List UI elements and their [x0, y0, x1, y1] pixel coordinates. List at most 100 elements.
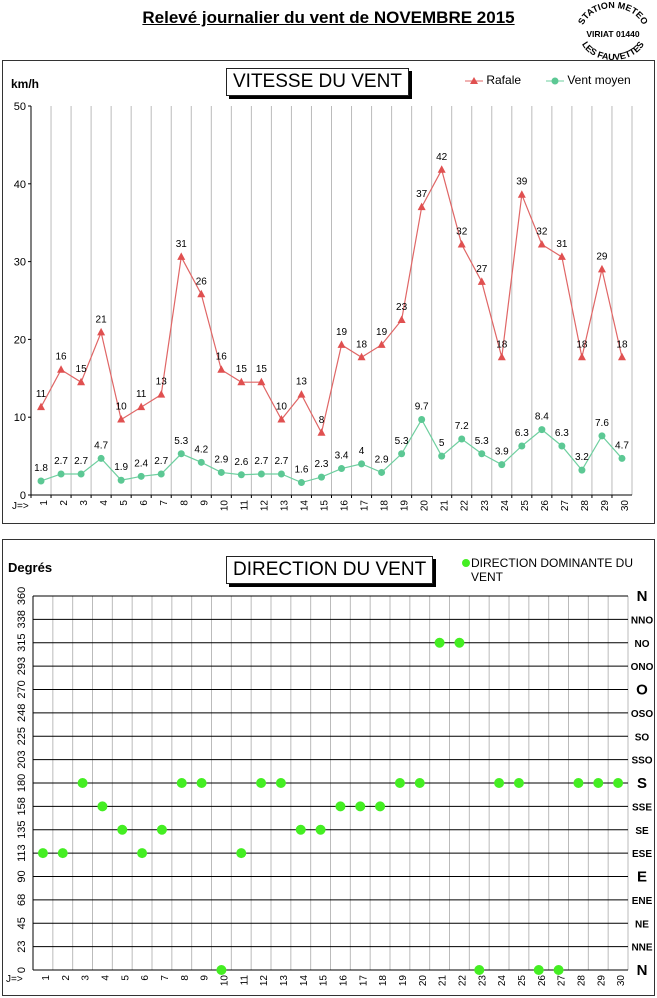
speed-xtick-label: 28 [580, 500, 591, 512]
rafale-data-label: 37 [416, 189, 428, 200]
rafale-point [237, 377, 246, 386]
direction-point [553, 965, 564, 975]
dir-compass-label: N [637, 962, 648, 979]
direction-point [434, 637, 445, 648]
rafale-point [57, 365, 66, 373]
dir-ytick-label: 248 [16, 704, 28, 722]
rafale-point [357, 352, 366, 361]
rafale-data-label: 32 [536, 226, 548, 237]
dir-ytick-label: 225 [16, 727, 28, 745]
rafale-point [377, 340, 386, 348]
speed-chart-title: VITESSE DU VENT [226, 68, 409, 96]
dir-xtick-label: 11 [239, 975, 250, 986]
dir-xtick-label: 14 [299, 975, 310, 987]
dir-ytick-label: 90 [16, 870, 28, 882]
vent-moyen-data-label: 2.4 [134, 458, 148, 469]
direction-point [117, 824, 128, 835]
rafale-point [457, 239, 466, 248]
legend-moyen: Vent moyen [546, 73, 631, 87]
speed-xtick-label: 20 [420, 500, 431, 512]
rafale-point [477, 277, 486, 285]
speed-xtick-label: 9 [199, 500, 210, 506]
direction-point [236, 848, 247, 859]
speed-xtick-label: 7 [159, 500, 170, 506]
dir-chart-title: DIRECTION DU VENT [226, 556, 434, 584]
vent-moyen-point [317, 473, 325, 481]
rafale-point [537, 239, 546, 248]
dir-ytick-label: 23 [16, 941, 28, 953]
legend-moyen-label: Vent moyen [567, 73, 631, 87]
dir-xtick-label: 20 [418, 975, 429, 987]
dir-xtick-label: 4 [100, 975, 111, 981]
direction-point [97, 801, 108, 812]
rafale-point [597, 264, 606, 273]
speed-xtick-label: 16 [340, 500, 351, 512]
vent-moyen-data-label: 2.3 [315, 459, 329, 470]
rafale-data-label: 29 [596, 251, 608, 262]
dir-xtick-label: 30 [616, 975, 627, 987]
rafale-point [197, 289, 206, 298]
direction-point [216, 965, 227, 975]
dir-xtick-label: 19 [398, 975, 409, 987]
legend-direction: DIRECTION DOMINANTE DU VENT [461, 556, 651, 584]
speed-xtick-label: 12 [259, 500, 270, 512]
rafale-data-label: 15 [236, 364, 248, 375]
speed-xtick-label: 4 [99, 500, 110, 506]
vent-moyen-data-label: 4 [359, 446, 365, 457]
speed-ytick-label: 50 [14, 101, 26, 113]
speed-ytick-label: 20 [14, 334, 26, 346]
rafale-point [577, 352, 586, 361]
vent-moyen-point [438, 452, 446, 460]
rafale-data-label: 18 [496, 339, 508, 350]
direction-point [57, 848, 68, 859]
vent-moyen-data-label: 4.7 [615, 440, 629, 451]
dir-compass-label: NNO [631, 615, 653, 626]
vent-moyen-data-label: 2.7 [154, 456, 168, 467]
dir-compass-label: ENE [632, 896, 653, 907]
dir-ytick-label: 203 [16, 750, 28, 768]
rafale-point [437, 165, 446, 173]
speed-xtick-label: 13 [279, 500, 290, 512]
dir-xtick-label: 29 [596, 975, 607, 987]
dir-ytick-label: 360 [16, 587, 28, 605]
direction-point [256, 778, 267, 788]
vent-moyen-point [57, 470, 65, 478]
vent-moyen-data-label: 3.2 [575, 452, 589, 463]
rafale-data-label: 8 [319, 415, 325, 426]
dir-compass-label: O [636, 682, 648, 699]
dir-xtick-label: 22 [457, 975, 468, 987]
direction-point [613, 778, 624, 788]
vent-moyen-data-label: 1.9 [114, 462, 128, 473]
legend-rafale: Rafale [465, 73, 521, 87]
dir-xtick-label: 23 [477, 975, 488, 987]
direction-point [275, 778, 286, 788]
vent-moyen-data-label: 5.3 [475, 436, 489, 447]
vent-moyen-data-label: 6.3 [555, 428, 569, 439]
rafale-data-label: 39 [516, 177, 528, 188]
vent-moyen-data-label: 2.7 [54, 456, 68, 467]
direction-point [315, 824, 326, 835]
rafale-data-label: 11 [136, 389, 147, 400]
rafale-data-label: 13 [296, 377, 308, 388]
rafale-data-label: 31 [556, 239, 568, 250]
dir-compass-label: ONO [631, 662, 654, 673]
rafale-data-label: 16 [216, 352, 228, 363]
wind-direction-chart: Degrés DIRECTION DU VENT DIRECTION DOMIN… [2, 539, 655, 996]
dir-xtick-label: 8 [180, 975, 191, 981]
rafale-point [217, 365, 226, 373]
dir-xtick-label: 15 [319, 975, 330, 987]
station-stamp-logo: STATION METEO VIRIAT 01440 LES FAUVETTES [576, 2, 650, 62]
rafale-data-label: 18 [356, 339, 368, 350]
vent-moyen-point [77, 470, 85, 478]
vent-moyen-data-label: 2.9 [214, 454, 228, 465]
speed-xtick-label: 11 [239, 500, 250, 511]
dir-ytick-label: 315 [16, 634, 28, 652]
direction-point [454, 637, 465, 648]
dir-compass-label: NE [635, 919, 649, 930]
vent-moyen-point [578, 466, 586, 474]
dir-ytick-label: 180 [16, 774, 28, 792]
direction-point [137, 848, 148, 859]
direction-point [494, 778, 505, 788]
